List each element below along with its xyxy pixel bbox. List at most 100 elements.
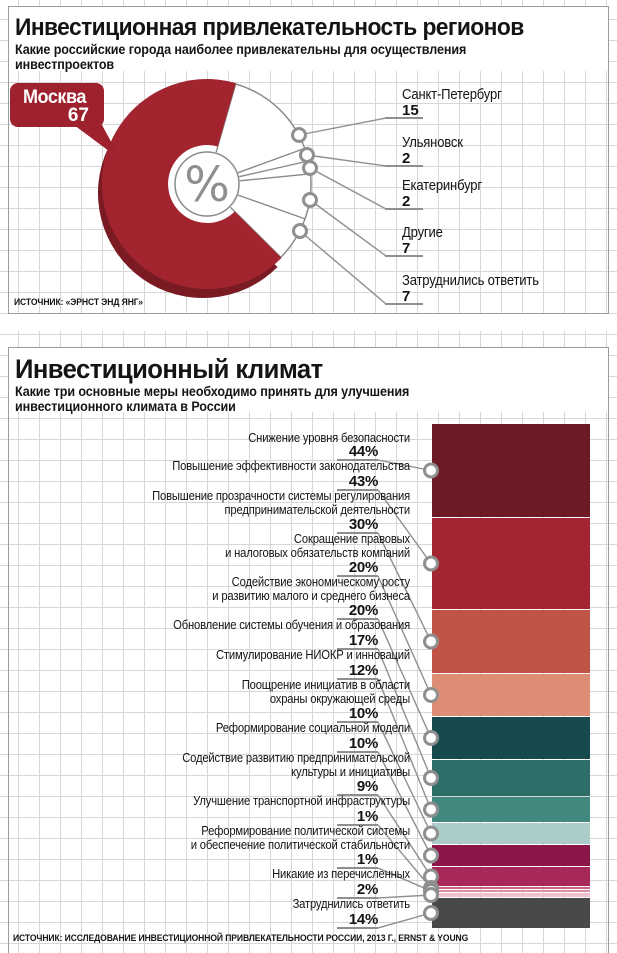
bar-value: 1%: [356, 851, 378, 868]
pie-label: Затруднились ответить: [402, 273, 539, 289]
bar-label: Реформирование политической системы и об…: [190, 824, 410, 852]
bar-value: 43%: [348, 473, 378, 490]
leader-line: [377, 575, 432, 696]
moscow-callout: Москва 67: [10, 83, 104, 127]
marker-circle: [423, 770, 439, 786]
bar-underline: [337, 927, 378, 929]
bar-label: Никакие из перечисленных: [272, 867, 410, 881]
marker-circle: [423, 847, 439, 864]
bar-label: Затруднились ответить: [292, 897, 411, 911]
callout-city: Москва: [23, 87, 86, 108]
leader-line: [309, 199, 387, 257]
leader-line: [377, 894, 432, 899]
leader-line: [299, 230, 387, 305]
marker-circle: [423, 905, 439, 921]
pie-value: 15: [402, 102, 419, 119]
leader-line: [377, 794, 432, 877]
marker-circle: [423, 801, 439, 818]
leader-line: [306, 154, 387, 167]
bar-label: Содействие экономическому росту и развит…: [212, 575, 410, 603]
bar-segment: [432, 674, 590, 716]
leader-line: [377, 912, 432, 929]
bar-underline: [337, 678, 378, 680]
bar-segment: [432, 518, 590, 609]
marker-circle: [302, 192, 318, 208]
pie-underline: [385, 117, 423, 119]
bar-segment: [432, 797, 590, 822]
bar-underline: [337, 867, 378, 869]
percent-symbol: %: [184, 157, 230, 213]
bar-underline: [337, 897, 378, 899]
bar-label: Повышение прозрачности системы регулиров…: [152, 489, 410, 517]
leader-line: [309, 167, 387, 210]
bar-label: Улучшение транспортной инфраструктуры: [193, 794, 410, 808]
bar-underline: [337, 459, 378, 461]
panel2-title: Инвестиционный климат: [15, 354, 323, 384]
leader-line: [377, 751, 432, 856]
bar-underline: [337, 532, 378, 534]
bar-segment: [432, 823, 590, 844]
marker-circle: [291, 127, 307, 143]
pie-underline: [385, 303, 423, 305]
panel-investment-climate: Инвестиционный климат Какие три основные…: [8, 347, 609, 953]
pie-label: Другие: [402, 225, 443, 241]
pie-value: 2: [402, 150, 411, 167]
bar-segment: [432, 717, 590, 759]
bar-value: 20%: [348, 559, 378, 576]
bar-segment: [432, 887, 590, 889]
bar-segment: [432, 890, 590, 892]
pie-label: Екатеринбург: [402, 178, 482, 194]
pie-underline: [385, 165, 423, 167]
panel2-subtitle: Какие три основные меры необходимо приня…: [15, 384, 410, 414]
leader-line: [377, 648, 432, 779]
bar-value: 44%: [348, 443, 378, 460]
marker-circle: [423, 633, 439, 650]
pie-underline: [385, 208, 423, 210]
bar-value: 14%: [348, 911, 378, 928]
callout-value: 67: [67, 105, 89, 126]
marker-circle: [292, 223, 308, 239]
panel1-title: Инвестиционная привлекательность регионо…: [15, 14, 524, 41]
panel-investment-attractiveness: Инвестиционная привлекательность регионо…: [8, 6, 609, 314]
panel2-source: ИСТОЧНИК: ИССЛЕДОВАНИЕ ИНВЕСТИЦИОННОЙ ПР…: [13, 933, 469, 944]
bar-value: 9%: [356, 778, 378, 795]
stacked-bar: [432, 424, 590, 929]
leader-line: [377, 678, 432, 810]
bar-underline: [337, 575, 378, 577]
bar-segment: [432, 610, 590, 673]
bar-value: 30%: [348, 516, 378, 533]
pie-label: Санкт-Петербург: [402, 87, 502, 103]
bar-label: Снижение уровня безопасности: [248, 431, 410, 445]
marker-circle: [423, 687, 439, 703]
bar-underline: [337, 794, 378, 796]
bar-segment: [432, 867, 590, 886]
pie-value: 2: [402, 193, 411, 210]
marker-circle: [302, 160, 318, 176]
bar-segment: [432, 760, 590, 796]
bar-label: Обновление системы обучения и образовани…: [173, 618, 410, 632]
leader-line: [377, 459, 432, 472]
bar-value: 1%: [356, 808, 378, 825]
marker-circle: [423, 887, 439, 903]
bar-value: 17%: [348, 632, 378, 649]
bar-underline: [337, 618, 378, 620]
bar-value: 20%: [348, 602, 378, 619]
leader-line: [377, 532, 432, 642]
bar-segment: [432, 893, 590, 897]
pie-value: 7: [402, 240, 411, 257]
bar-underline: [337, 489, 378, 491]
panel2-title-strip: Инвестиционный климат Какие три основные…: [9, 348, 608, 414]
bar-label: Повышение эффективности законодательства: [172, 459, 410, 473]
leader-line: [377, 721, 432, 834]
donut-hole: [174, 151, 240, 217]
bar-segment: [432, 845, 590, 866]
bar-underline: [337, 751, 378, 753]
bar-value: 12%: [348, 662, 378, 679]
marker-circles: [291, 127, 439, 921]
callout-tail: [74, 125, 121, 160]
panel1-subtitle: Какие российские города наиболее привлек…: [15, 42, 467, 72]
slice-moscow: [101, 79, 282, 290]
bar-value: 2%: [356, 881, 378, 898]
